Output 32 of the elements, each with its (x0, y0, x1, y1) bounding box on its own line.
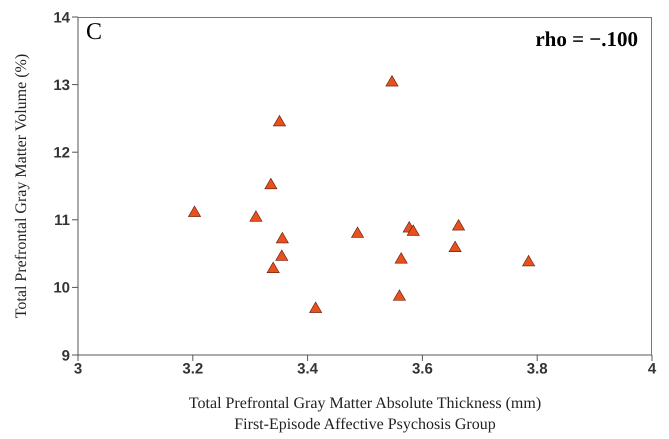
x-tick-label: 3.4 (297, 360, 319, 378)
y-tick-label: 9 (62, 347, 70, 364)
point (452, 219, 465, 230)
point (522, 255, 535, 266)
point (386, 75, 398, 86)
point (266, 262, 280, 273)
y-tick-label: 11 (54, 212, 70, 230)
x-tick-label: 3.2 (182, 360, 204, 378)
point (448, 240, 462, 252)
x-axis-title: Total Prefrontal Gray Matter Absolute Thickness (mm) First-Episode Affective Psychosis Group (188, 394, 542, 435)
x-tick-label: 3.6 (412, 360, 433, 378)
point (351, 226, 364, 238)
x-tick-label: 3 (74, 360, 82, 378)
y-tick-label: 10 (53, 280, 70, 297)
y-tick-label: 14 (53, 9, 71, 26)
point (188, 206, 201, 217)
point (394, 252, 408, 264)
annotation: C (86, 19, 102, 46)
point (264, 178, 278, 190)
y-tick-label: 12 (53, 144, 70, 162)
point (275, 250, 288, 261)
point (393, 290, 406, 301)
point (276, 232, 289, 244)
y-tick-label: 13 (53, 76, 70, 94)
point (309, 302, 322, 313)
point (406, 224, 420, 236)
point (250, 210, 262, 222)
x-tick-label: 3.8 (526, 360, 548, 378)
x-tick-label: 4 (648, 360, 657, 378)
point (273, 115, 286, 126)
y-axis-title: Total Prefrontal Gray Matter Volume (%) (12, 52, 31, 320)
annotation: rho = −.100 (535, 27, 638, 52)
